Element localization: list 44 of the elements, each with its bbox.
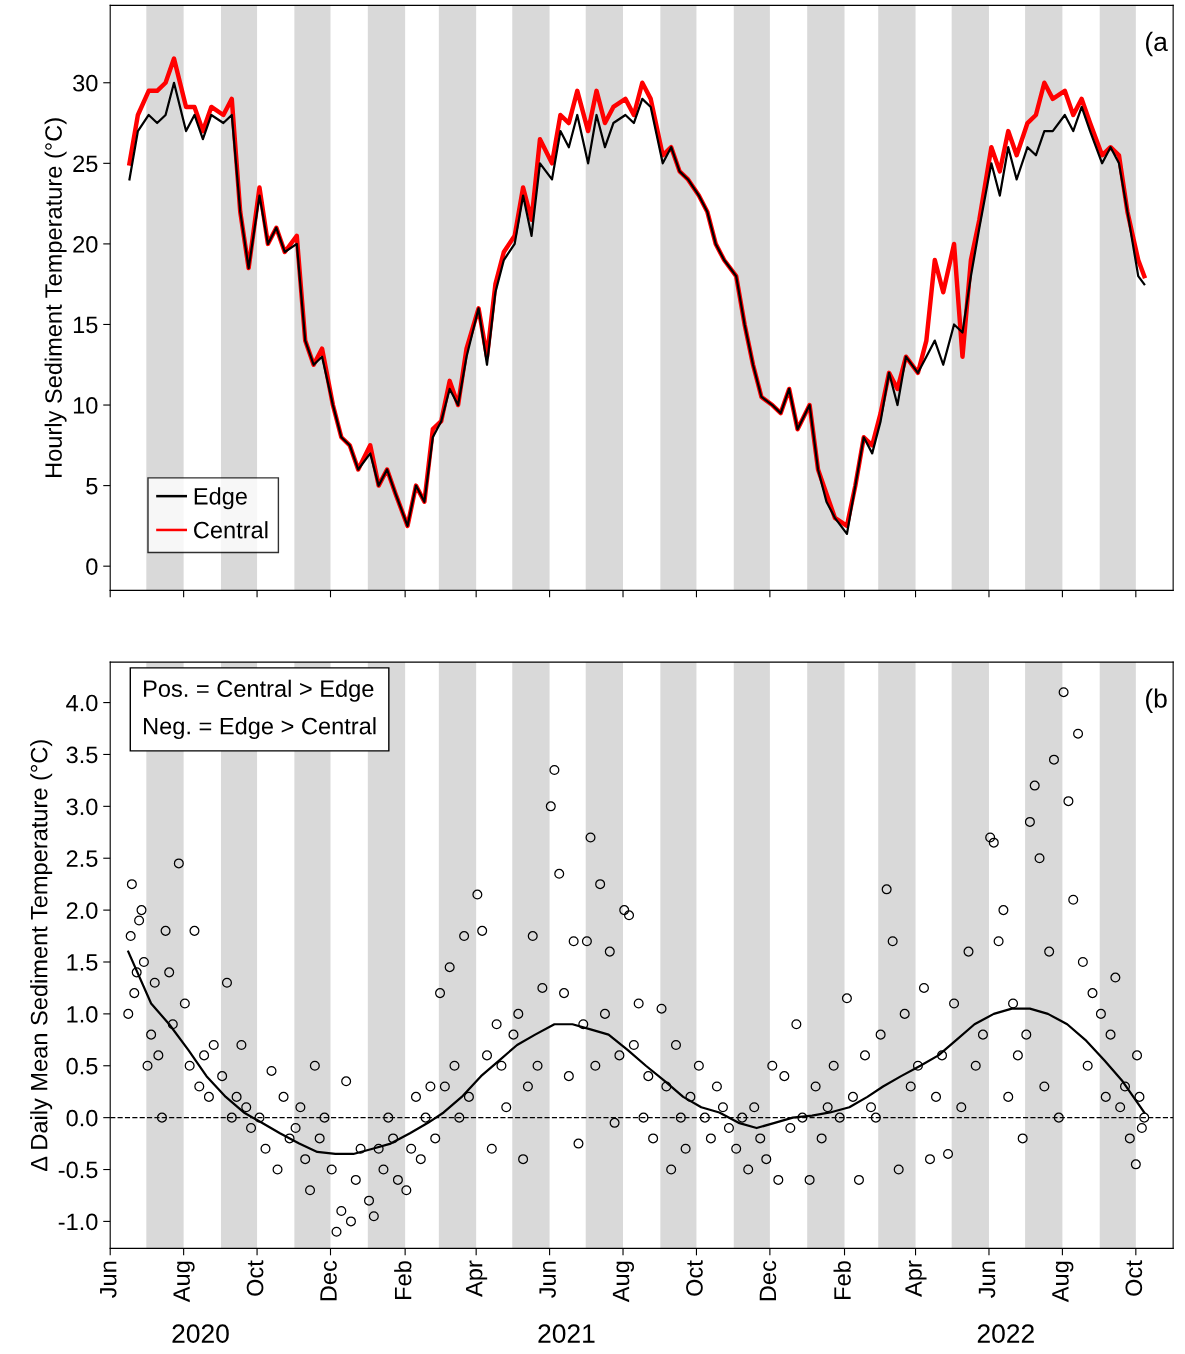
annotation: (a xyxy=(1146,31,1168,57)
x2-tick-label: 2022 xyxy=(977,1324,1034,1343)
y-tick-label: 0.0 xyxy=(66,1109,98,1127)
x-tick-label: Dec xyxy=(759,1260,777,1301)
y-tick-label: 25 xyxy=(73,155,98,173)
y-tick-label: 1.5 xyxy=(67,954,98,971)
x-tick-label: Feb xyxy=(833,1261,851,1299)
x-tick-label: Apr xyxy=(466,1260,488,1297)
y-tick-label: 20 xyxy=(73,235,98,253)
y-tick-label: 0 xyxy=(86,558,98,575)
x-tick-label: Apr xyxy=(905,1260,927,1297)
x-tick-label: Oct xyxy=(1125,1260,1143,1296)
y-tick-label: -1.0 xyxy=(58,1213,98,1231)
legend-label: Central xyxy=(194,521,268,539)
y-tick-label: -0.5 xyxy=(58,1161,98,1179)
x-tick-label: Oct xyxy=(686,1260,703,1296)
y-tick-label: 0.5 xyxy=(66,1057,98,1075)
x-tick-label: Jun xyxy=(978,1261,996,1298)
y-tick-label: 2.0 xyxy=(66,902,98,919)
y-tick-label: 15 xyxy=(73,316,98,334)
y-tick-label: 3.5 xyxy=(66,746,98,764)
annotation: (b xyxy=(1146,688,1167,714)
annotation: Pos. = Central > Edge xyxy=(144,679,374,702)
y-tick-label: 3.0 xyxy=(66,798,98,816)
y-tick-label: 5 xyxy=(86,477,98,495)
x-tick-label: Aug xyxy=(173,1261,195,1303)
x2-tick-label: 2021 xyxy=(538,1324,595,1343)
annotation: Neg. = Edge > Central xyxy=(144,717,376,740)
y-tick-label: 10 xyxy=(73,397,98,414)
x-tick-label: Dec xyxy=(320,1260,337,1301)
x-tick-label: Aug xyxy=(612,1261,635,1303)
x-tick-label: Jun xyxy=(539,1261,556,1298)
x-tick-label: Oct xyxy=(246,1260,264,1296)
x-tick-label: Aug xyxy=(1052,1261,1074,1303)
y-tick-label: 30 xyxy=(73,74,98,92)
legend-label: Edge xyxy=(194,487,247,510)
y-tick-label: 4.0 xyxy=(66,694,98,712)
y-axis-title: Hourly Sediment Temperature (°C) xyxy=(44,118,67,477)
x2-tick-label: 2020 xyxy=(172,1324,229,1343)
x-tick-label: Jun xyxy=(100,1261,117,1298)
y-tick-label: 1.0 xyxy=(67,1005,98,1023)
y-axis-title: Δ Daily Mean Sediment Temperature (°C) xyxy=(30,740,53,1171)
y-tick-label: 2.5 xyxy=(66,850,98,868)
x-tick-label: Feb xyxy=(394,1261,412,1299)
